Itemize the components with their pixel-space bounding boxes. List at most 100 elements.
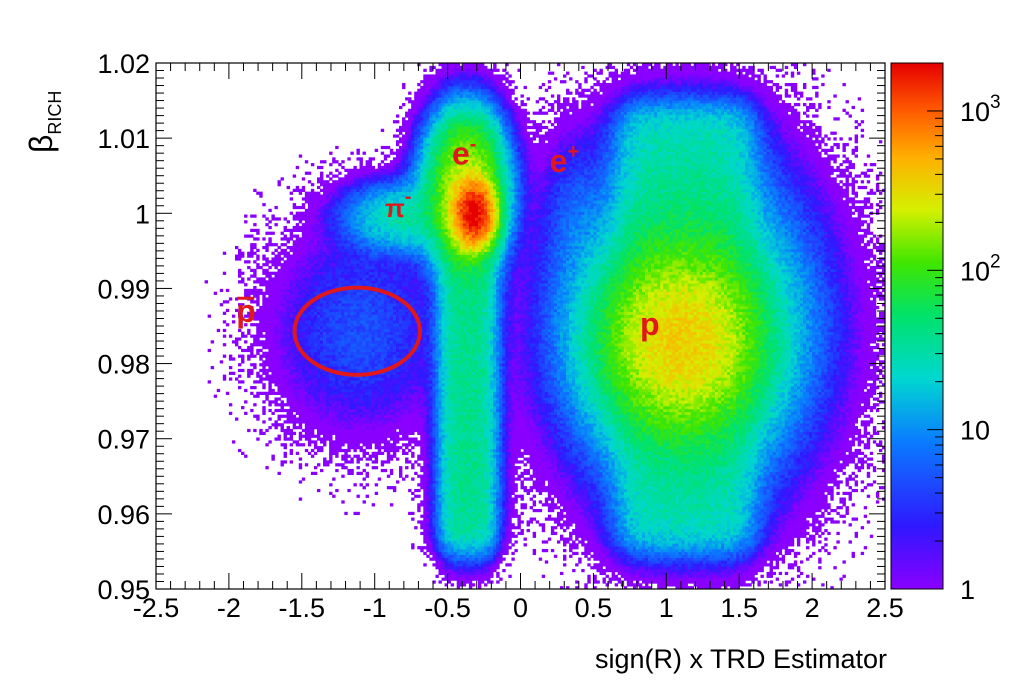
heatmap-bin (320, 377, 324, 381)
heatmap-bin (280, 231, 284, 235)
heatmap-bin (344, 437, 348, 441)
heatmap-bin (316, 357, 321, 361)
heatmap-bin (280, 268, 284, 273)
heatmap-bin (395, 383, 400, 387)
heatmap-bin (286, 311, 290, 315)
heatmap-bin (307, 371, 312, 375)
heatmap-bin (295, 234, 300, 238)
heatmap-bin (259, 280, 263, 284)
heatmap-bin (323, 180, 327, 184)
heatmap-bin (405, 451, 409, 455)
heatmap-bin (286, 348, 290, 353)
heatmap-bin (316, 437, 321, 441)
heatmap-bin (320, 257, 324, 261)
heatmap-bin (380, 248, 385, 253)
heatmap-bin (411, 285, 415, 290)
heatmap-bin (365, 260, 369, 264)
heatmap-bin (377, 317, 382, 321)
heatmap-bin (307, 443, 312, 447)
heatmap-bin (307, 231, 312, 235)
heatmap-bin (380, 403, 385, 407)
heatmap-bin (304, 197, 309, 201)
heatmap-bin (365, 434, 369, 438)
heatmap-bin (280, 366, 284, 370)
heatmap-bin (344, 466, 348, 470)
heatmap-bin (365, 471, 369, 475)
heatmap-bin (292, 380, 297, 384)
heatmap-bin (374, 388, 379, 393)
heatmap-bin (307, 197, 312, 201)
heatmap-bin (356, 357, 360, 361)
heatmap-bin (256, 303, 260, 307)
heatmap-bin (350, 417, 354, 421)
heatmap-bin (320, 346, 324, 350)
heatmap-bin (234, 308, 239, 313)
heatmap-bin (277, 291, 281, 295)
heatmap-bin (238, 248, 242, 253)
heatmap-bin (371, 200, 376, 204)
heatmap-bin (316, 223, 321, 227)
heatmap-bin (241, 451, 245, 455)
heatmap-bin (362, 437, 366, 441)
heatmap-bin (362, 174, 366, 178)
heatmap-bin (228, 371, 233, 375)
heatmap-bin (338, 228, 342, 233)
heatmap-bin (335, 363, 339, 367)
heatmap-bin (301, 245, 306, 250)
heatmap-bin (399, 248, 403, 253)
heatmap-bin (362, 348, 366, 353)
heatmap-bin (386, 231, 391, 235)
heatmap-bin (371, 428, 376, 433)
heatmap-bin (392, 394, 397, 398)
heatmap-bin (362, 388, 366, 393)
heatmap-bin (283, 305, 287, 310)
heatmap-bin (295, 368, 300, 373)
heatmap-bin (359, 243, 363, 247)
heatmap-bin (383, 380, 388, 384)
heatmap-bin (307, 223, 312, 227)
heatmap-bin (274, 300, 278, 304)
heatmap-bin (368, 214, 373, 218)
heatmap-bin (268, 305, 272, 310)
heatmap-bin (377, 165, 382, 170)
heatmap-bin (389, 343, 394, 347)
heatmap-bin (262, 400, 266, 404)
heatmap-bin (359, 177, 363, 181)
heatmap-bin (347, 351, 351, 355)
heatmap-bin (316, 400, 321, 404)
heatmap-bin (268, 288, 272, 293)
heatmap-bin (259, 314, 263, 318)
heatmap-bin (356, 205, 360, 210)
heatmap-bin (405, 474, 409, 478)
heatmap-bin (341, 303, 345, 307)
heatmap-bin (277, 383, 281, 387)
heatmap-bin (341, 366, 345, 370)
heatmap-bin (377, 171, 382, 175)
heatmap-bin (380, 177, 385, 181)
heatmap-bin (253, 271, 257, 275)
heatmap-bin (399, 366, 403, 370)
heatmap-bin (323, 463, 327, 467)
heatmap-bin (310, 431, 315, 435)
heatmap-bin (377, 180, 382, 184)
heatmap-bin (262, 431, 266, 435)
heatmap-bin (301, 331, 306, 335)
heatmap-bin (304, 337, 309, 341)
heatmap-bin (402, 406, 406, 410)
heatmap-bin (383, 225, 388, 230)
heatmap-bin (231, 357, 236, 361)
heatmap-bin (344, 263, 348, 267)
heatmap-bin (262, 340, 266, 344)
heatmap-bin (316, 340, 321, 344)
heatmap-bin (329, 448, 333, 453)
heatmap-bin (256, 326, 260, 330)
heatmap-bin (329, 354, 333, 358)
heatmap-bin (386, 145, 391, 150)
heatmap-bin (377, 237, 382, 241)
heatmap-bin (359, 194, 363, 198)
heatmap-bin (365, 248, 369, 253)
heatmap-bin (286, 283, 290, 287)
heatmap-bin (280, 263, 284, 267)
heatmap-bin (353, 305, 357, 310)
heatmap-bin (304, 285, 309, 290)
